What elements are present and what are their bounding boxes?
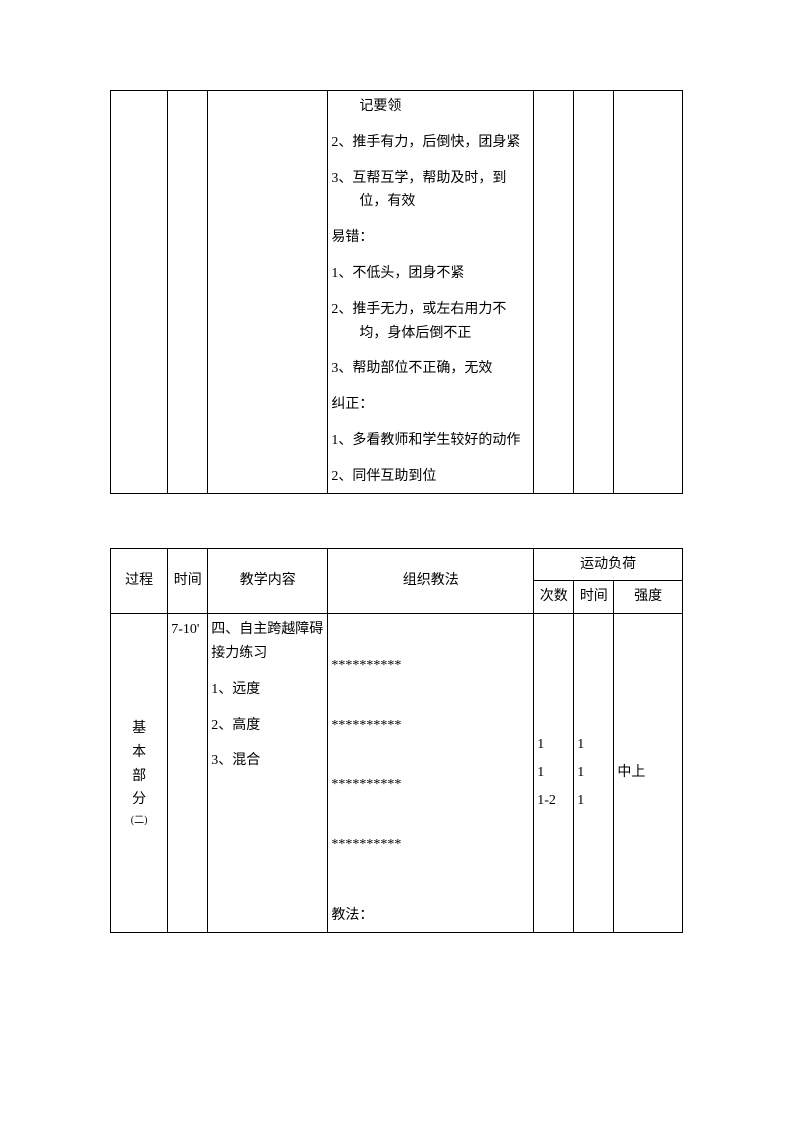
t2-c-1: 1、远度 (211, 678, 324, 702)
t2-m-5: 教法： (331, 904, 530, 928)
t1-cell-count (534, 91, 574, 494)
t2-cnt-2: 1-2 (537, 787, 570, 815)
t2-h-dur: 时间 (574, 581, 614, 614)
t2-h-time: 时间 (168, 548, 208, 614)
t2-dur-1: 1 (577, 759, 610, 787)
t2-cell-count: 1 1 1-2 (534, 614, 574, 933)
t2-h-process: 过程 (111, 548, 168, 614)
t2-proc-1: 本 (114, 741, 164, 765)
t2-proc-3: 分 (114, 788, 164, 812)
t2-m-3: ********** (331, 833, 530, 857)
t1-cell-content (208, 91, 328, 494)
t1-cell-dur (574, 91, 614, 494)
t2-m-1: ********** (331, 714, 530, 738)
t2-h-load: 运动负荷 (534, 548, 683, 581)
table-2-body-row: 基 本 部 分 (二) 7-10' 四、自主跨越障碍接力练习 1、远度 2、高度… (111, 614, 683, 933)
t2-proc-small: (二) (114, 812, 164, 829)
t2-h-count: 次数 (534, 581, 574, 614)
t1-cell-process (111, 91, 168, 494)
t1-m-8: 1、多看教师和学生较好的动作 (331, 429, 530, 453)
t1-m-6: 3、帮助部位不正确，无效 (331, 357, 530, 381)
table-2: 过程 时间 教学内容 组织教法 运动负荷 次数 时间 强度 基 本 部 分 (二… (110, 548, 683, 934)
page-container: 记要领 2、推手有力，后倒快，团身紧 3、互帮互学，帮助及时，到位，有效 易错：… (0, 0, 793, 1023)
table-gap (110, 494, 683, 548)
t1-cell-time (168, 91, 208, 494)
t1-m-9: 2、同伴互助到位 (331, 465, 530, 489)
t1-m-0: 记要领 (331, 95, 530, 119)
t2-cnt-1: 1 (537, 759, 570, 787)
t2-cell-dur: 1 1 1 (574, 614, 614, 933)
t2-cnt-0: 1 (537, 731, 570, 759)
t2-dur-0: 1 (577, 731, 610, 759)
t2-dur-2: 1 (577, 787, 610, 815)
t2-h-method: 组织教法 (328, 548, 534, 614)
t2-proc-2: 部 (114, 765, 164, 789)
t1-m-7: 纠正： (331, 393, 530, 417)
t2-cell-content: 四、自主跨越障碍接力练习 1、远度 2、高度 3、混合 (208, 614, 328, 933)
t1-m-5: 2、推手无力，或左右用力不均，身体后倒不正 (331, 298, 530, 346)
t2-cell-time: 7-10' (168, 614, 208, 933)
t1-cell-method: 记要领 2、推手有力，后倒快，团身紧 3、互帮互学，帮助及时，到位，有效 易错：… (328, 91, 534, 494)
table-2-header-row-1: 过程 时间 教学内容 组织教法 运动负荷 (111, 548, 683, 581)
t2-h-intensity: 强度 (614, 581, 683, 614)
t1-m-2: 3、互帮互学，帮助及时，到位，有效 (331, 167, 530, 215)
t2-proc-0: 基 (114, 717, 164, 741)
t1-m-1: 2、推手有力，后倒快，团身紧 (331, 131, 530, 155)
t2-m-0: ********** (331, 654, 530, 678)
t1-m-4: 1、不低头，团身不紧 (331, 262, 530, 286)
t2-cell-method: ********** ********** ********** *******… (328, 614, 534, 933)
t1-cell-intensity (614, 91, 683, 494)
t2-cell-intensity: 中上 (614, 614, 683, 933)
t2-c-0: 四、自主跨越障碍接力练习 (211, 618, 324, 666)
t2-c-3: 3、混合 (211, 749, 324, 773)
t2-c-2: 2、高度 (211, 714, 324, 738)
t2-m-2: ********** (331, 773, 530, 797)
t2-cell-process: 基 本 部 分 (二) (111, 614, 168, 933)
t2-int: 中上 (617, 761, 679, 785)
table-1: 记要领 2、推手有力，后倒快，团身紧 3、互帮互学，帮助及时，到位，有效 易错：… (110, 90, 683, 494)
t1-m-3: 易错： (331, 226, 530, 250)
table-1-body-row: 记要领 2、推手有力，后倒快，团身紧 3、互帮互学，帮助及时，到位，有效 易错：… (111, 91, 683, 494)
t2-h-content: 教学内容 (208, 548, 328, 614)
